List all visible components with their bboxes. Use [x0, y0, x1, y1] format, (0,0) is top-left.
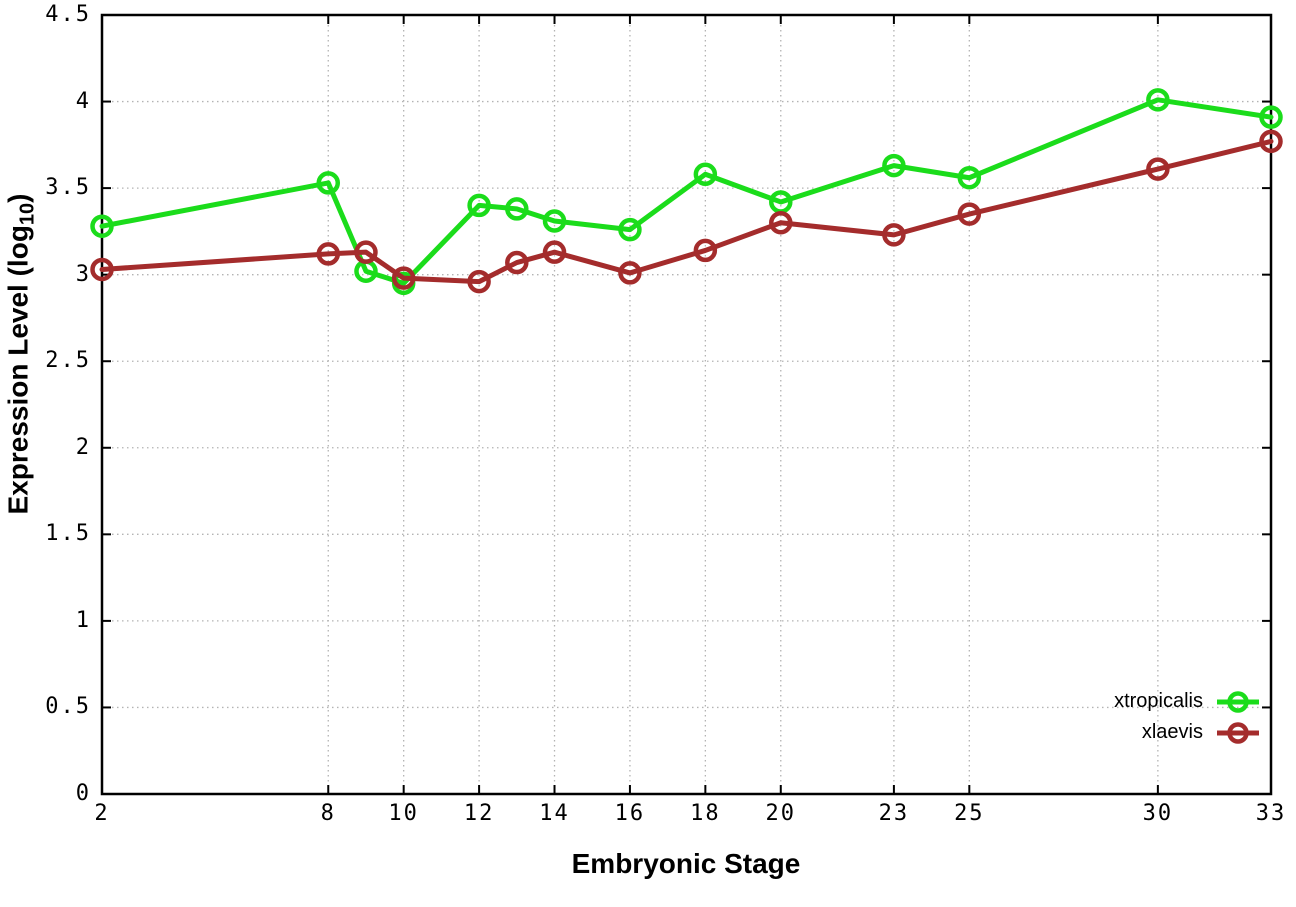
- data-point-xlaevis: [354, 240, 378, 264]
- data-point-xlaevis: [1146, 157, 1170, 181]
- data-point-xtropicalis: [618, 217, 642, 242]
- legend-marker-icon: [1217, 690, 1259, 713]
- data-point-xlaevis: [90, 257, 114, 282]
- data-point-xlaevis: [542, 240, 567, 264]
- data-point-xtropicalis: [90, 214, 114, 238]
- x-tick-label: 10: [388, 801, 419, 826]
- data-point-xlaevis: [1259, 129, 1283, 154]
- data-point-xtropicalis: [882, 153, 906, 178]
- legend-entry-xtropicalis: xtropicalis: [1114, 686, 1260, 717]
- x-tick-label: 20: [765, 801, 797, 826]
- x-tick-label: 12: [463, 801, 495, 826]
- y-tick-label: 3: [75, 261, 91, 287]
- x-tick-label: 8: [320, 801, 336, 826]
- y-tick-label: 4: [75, 88, 91, 114]
- legend-entry-xlaevis: xlaevis: [1114, 717, 1260, 748]
- y-tick-label: 0.5: [45, 694, 91, 720]
- x-tick-label: 33: [1255, 801, 1287, 826]
- data-point-xlaevis: [693, 238, 718, 263]
- x-tick-label: 16: [614, 801, 646, 826]
- legend-marker-icon: [1217, 721, 1259, 744]
- legend-label: xlaevis: [1141, 721, 1203, 743]
- data-point-xlaevis: [467, 269, 491, 294]
- series-line-xtropicalis: [99, 97, 1274, 286]
- y-tick-label: 2.5: [45, 348, 91, 374]
- x-tick-label: 2: [94, 801, 110, 826]
- x-tick-label: 30: [1142, 801, 1174, 826]
- data-point-xlaevis: [391, 266, 416, 290]
- data-point-xtropicalis: [505, 197, 529, 221]
- data-point-xtropicalis: [1259, 105, 1283, 129]
- data-point-xlaevis: [316, 242, 341, 266]
- plot-border: [100, 13, 1273, 796]
- y-axis-title-subscript: 10: [16, 202, 39, 226]
- legend: xtropicalis xlaevis: [1114, 686, 1260, 748]
- x-tick-label: 18: [690, 801, 721, 826]
- data-point-xlaevis: [882, 223, 906, 247]
- x-tick-label: 14: [539, 801, 570, 826]
- data-point-xlaevis: [618, 261, 642, 285]
- y-axis-title-main: Expression Level (log: [2, 225, 34, 515]
- y-axis-title-suffix: ): [2, 193, 34, 203]
- data-point-xtropicalis: [316, 171, 341, 195]
- data-point-xtropicalis: [957, 165, 982, 190]
- y-tick-label: 2: [75, 434, 91, 460]
- y-tick-label: 1: [75, 607, 91, 633]
- data-point-xlaevis: [769, 210, 793, 235]
- y-tick-label: 0: [75, 781, 91, 806]
- data-point-xtropicalis: [542, 209, 567, 233]
- y-tick-label: 1.5: [45, 521, 91, 547]
- legend-label: xtropicalis: [1114, 690, 1203, 712]
- data-point-xtropicalis: [1146, 88, 1170, 112]
- data-point-xtropicalis: [467, 193, 491, 218]
- y-tick-label: 4.5: [45, 2, 91, 27]
- data-point-xtropicalis: [693, 162, 718, 187]
- x-tick-label: 23: [878, 801, 910, 826]
- data-point-xlaevis: [957, 202, 982, 226]
- y-tick-label: 3.5: [45, 175, 91, 201]
- y-axis-title: Expression Level (log10): [3, 194, 40, 515]
- x-axis-title: Embryonic Stage: [571, 848, 801, 879]
- x-tick-label: 25: [954, 801, 985, 826]
- series-line-xlaevis: [99, 138, 1274, 285]
- data-point-xlaevis: [505, 250, 529, 275]
